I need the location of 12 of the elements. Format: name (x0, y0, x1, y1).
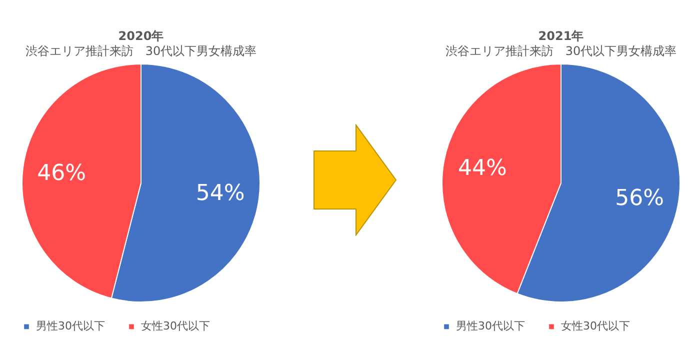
chart-title: 2021年 (538, 29, 584, 43)
legend-label: 男性30代以下 (456, 320, 525, 333)
legend-label: 女性30代以下 (561, 320, 630, 333)
chart-subtitle: 渋谷エリア推計来訪 30代以下男女構成率 (25, 44, 257, 58)
chart-title: 2020年 (118, 29, 164, 43)
legend-label: 男性30代以下 (36, 320, 105, 333)
data-label: 54% (196, 181, 245, 206)
data-label: 46% (37, 160, 86, 186)
data-label: 56% (615, 186, 664, 211)
legend-label: 女性30代以下 (141, 320, 210, 333)
chart-subtitle: 渋谷エリア推計来訪 30代以下男女構成率 (445, 44, 677, 58)
data-label: 44% (458, 156, 507, 182)
